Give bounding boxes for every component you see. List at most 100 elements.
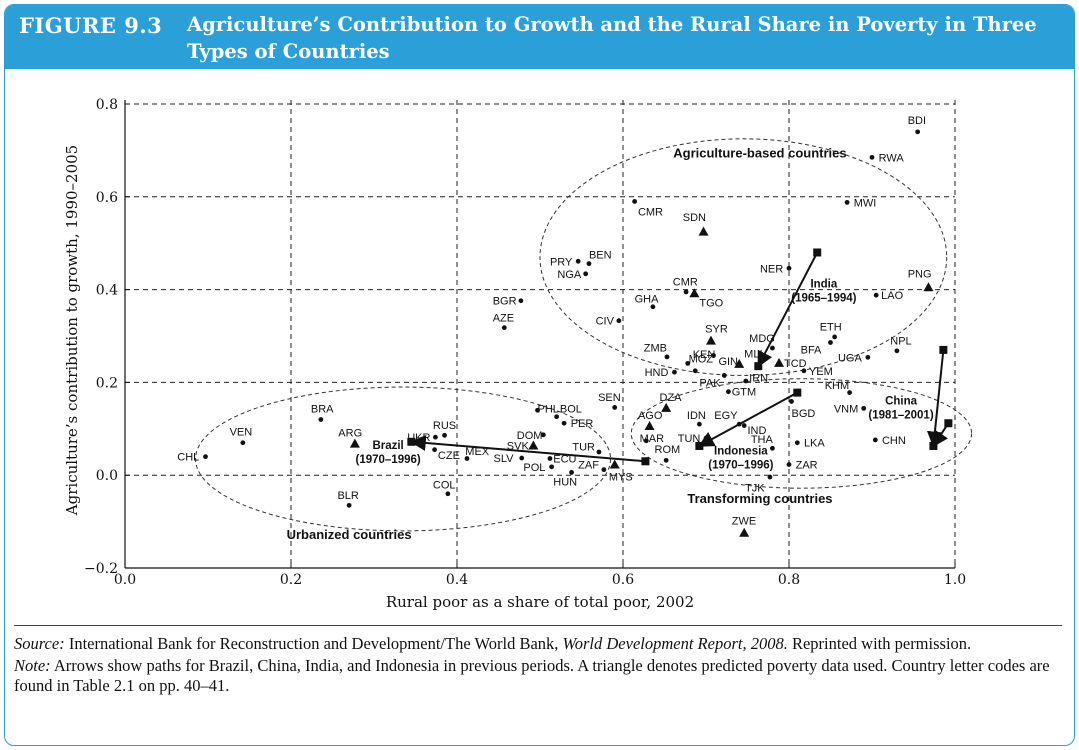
point-label: POL (523, 462, 545, 474)
point-label: TUR (572, 441, 595, 453)
point-dot (433, 434, 438, 440)
group-ellipse (630, 378, 973, 489)
point-dot (726, 389, 731, 395)
point-dot (692, 368, 698, 374)
path-start-square (813, 248, 822, 257)
point-label: TUN (678, 433, 701, 445)
point-dot (561, 420, 567, 426)
point-dot (789, 399, 794, 404)
point-label: ETH (820, 322, 842, 334)
point-label: IRN (749, 372, 768, 384)
point-label: BGD (791, 408, 815, 420)
group-ellipse (539, 138, 948, 376)
point-dot (915, 129, 921, 135)
point-label: MYS (609, 472, 633, 484)
point-dot (569, 470, 574, 475)
point-label: ARG (338, 428, 362, 440)
point-dot (583, 271, 589, 277)
point-label: KEN (693, 349, 716, 361)
point-label: CIV (596, 316, 615, 328)
point-dot (318, 417, 324, 422)
point-dot (464, 456, 470, 461)
point-label: GIN (718, 356, 738, 368)
point-label: DZA (660, 392, 683, 404)
point-label: BEN (589, 249, 612, 261)
figure-title: Agriculture’s Contribution to Growth and… (187, 13, 1037, 63)
point-label: CZE (438, 450, 460, 462)
point-dot (711, 353, 716, 358)
point-triangle (923, 282, 934, 292)
path-period: (1981–2001) (868, 410, 933, 422)
source-note: Source: International Bank for Reconstru… (14, 634, 1054, 654)
figure-caption: Source: International Bank for Reconstru… (14, 634, 1054, 698)
x-tick-label: 0.6 (612, 572, 634, 588)
point-label: PHL (538, 403, 559, 415)
point-dot (770, 445, 775, 451)
point-dot (873, 292, 879, 298)
point-label: MOZ (689, 354, 714, 366)
y-tick-label: 0.0 (96, 468, 118, 484)
point-dot (442, 432, 447, 438)
point-label: CHL (177, 452, 199, 464)
point-triangle (689, 288, 700, 298)
point-label: UGA (838, 352, 863, 364)
point-label: SLV (494, 453, 515, 465)
point-dot (869, 154, 875, 160)
source-text: International Bank for Reconstruction an… (64, 634, 563, 653)
point-label: VEN (230, 427, 253, 439)
point-triangle (734, 358, 745, 368)
point-dot (786, 265, 792, 271)
point-dot (683, 289, 689, 295)
point-label: MAR (640, 433, 665, 445)
point-label: AZE (493, 312, 514, 324)
point-label: IND (748, 425, 767, 437)
point-dot (828, 340, 833, 345)
point-label: PAK (699, 377, 721, 389)
point-dot (540, 432, 546, 438)
point-label: NGA (557, 269, 582, 281)
point-dot (685, 360, 691, 366)
point-label: MWI (854, 197, 877, 209)
point-label: RUS (433, 420, 456, 432)
point-label: LAO (881, 290, 903, 302)
point-triangle (528, 440, 539, 450)
point-label: BDI (908, 115, 926, 127)
point-label: BGR (493, 296, 517, 308)
point-label: MDG (749, 333, 775, 345)
point-dot (743, 378, 749, 384)
point-dot (596, 449, 602, 455)
point-label: RWA (879, 152, 905, 164)
point-triangle (739, 527, 750, 537)
point-label: HND (645, 367, 669, 379)
point-label: LKA (804, 438, 825, 450)
point-dot (240, 440, 246, 446)
point-dot (554, 414, 559, 420)
point-dot (445, 491, 451, 497)
point-dot (696, 421, 702, 427)
y-tick-label: −0.2 (84, 561, 118, 577)
path-end-square (929, 441, 938, 450)
path-label: Brazil (372, 440, 403, 452)
point-dot (844, 199, 850, 205)
point-dot (847, 390, 852, 396)
point-dot (703, 435, 709, 441)
point-label: SYR (705, 324, 728, 336)
point-dot (346, 502, 352, 508)
point-label: NER (760, 263, 783, 275)
point-label: GTM (732, 387, 756, 399)
path-end-square (407, 437, 416, 446)
source-tail: Reprinted with permission. (787, 634, 972, 653)
axes: 0.0 0.2 0.4 0.6 0.8 1.0−0.20.00.20.40.60.8 (84, 97, 966, 588)
path-label: Indonesia (714, 445, 768, 457)
figure-header: FIGURE 9.3 Agriculture’s Contribution to… (5, 5, 1074, 69)
path-period: (1970–1996) (708, 459, 773, 471)
path-label: India (810, 278, 837, 290)
point-dot (601, 467, 607, 473)
point-dot (741, 423, 747, 428)
point-triangle (661, 402, 672, 412)
group-ellipse (195, 386, 612, 532)
point-dot (643, 438, 649, 444)
y-tick-label: 0.6 (96, 190, 118, 206)
point-label: EGY (714, 410, 738, 422)
